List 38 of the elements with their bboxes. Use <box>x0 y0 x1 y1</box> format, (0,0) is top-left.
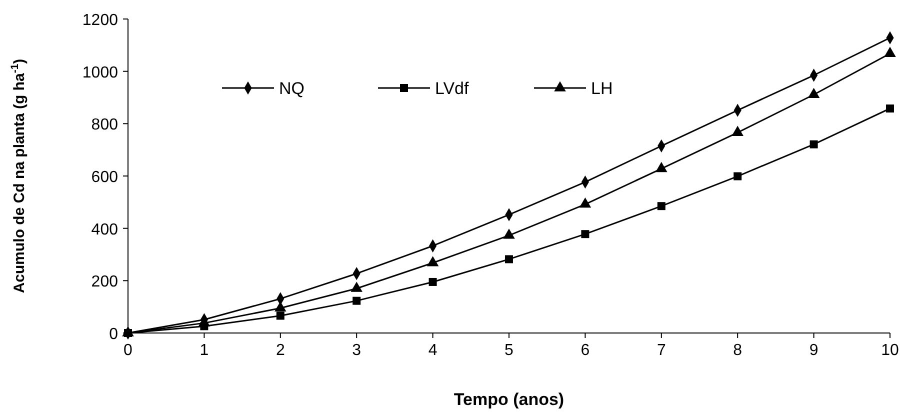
legend-label: LH <box>591 79 613 98</box>
point <box>505 255 513 264</box>
point <box>428 278 437 286</box>
x-tick-label: 10 <box>881 342 899 359</box>
point <box>503 228 515 239</box>
point <box>886 104 894 112</box>
x-tick-label: 1 <box>200 342 209 359</box>
point <box>581 230 590 238</box>
point <box>656 162 668 172</box>
x-tick-label: 0 <box>124 342 133 359</box>
x-tick-label: 4 <box>428 342 438 359</box>
x-tick-label: 5 <box>504 342 514 359</box>
x-axis-title: Tempo (anos) <box>454 390 564 409</box>
point <box>734 172 742 180</box>
point <box>276 312 284 320</box>
x-tick-label: 6 <box>580 342 590 359</box>
y-tick-label: 200 <box>91 274 118 291</box>
point <box>352 296 361 305</box>
legend-label: NQ <box>279 79 304 98</box>
y-tick-label: 400 <box>91 221 118 238</box>
point <box>808 88 820 98</box>
point <box>884 46 896 57</box>
x-tick-label: 3 <box>352 342 362 359</box>
y-tick-label: 0 <box>109 326 118 343</box>
y-tick-label: 1000 <box>82 64 118 82</box>
legend-label: LVdf <box>435 79 469 98</box>
point <box>657 202 666 210</box>
point <box>810 140 818 148</box>
point <box>732 126 744 136</box>
x-tick-label: 9 <box>809 342 818 359</box>
x-tick-label: 7 <box>656 342 666 359</box>
y-tick-label: 1200 <box>82 12 118 29</box>
x-tick-label: 2 <box>276 342 285 359</box>
point <box>579 197 592 208</box>
point <box>426 256 439 266</box>
y-tick-label: 600 <box>91 169 118 186</box>
y-tick-label: 800 <box>91 116 118 134</box>
x-tick-label: 8 <box>733 342 742 359</box>
